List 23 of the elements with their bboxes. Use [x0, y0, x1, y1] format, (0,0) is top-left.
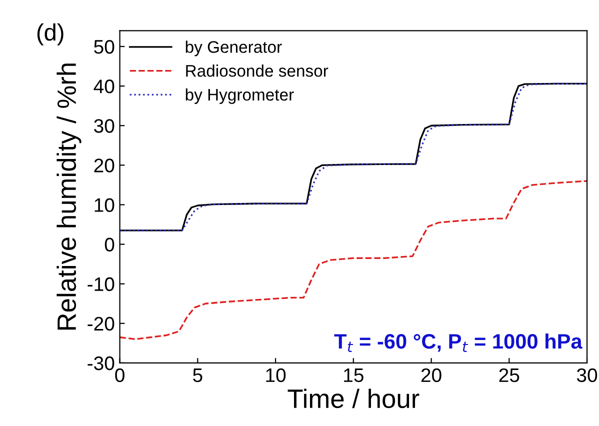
- y-tick-label: -20: [88, 316, 114, 331]
- y-tick-label: 50: [94, 40, 114, 54]
- annotation: T$_{t}$ = -60 °C, P$_{t}$ = 1000 hPa: [334, 333, 582, 352]
- y-tick-label: -30: [88, 356, 114, 370]
- x-tick-label: 20: [421, 368, 442, 382]
- y-axis-title: Relative humidity / %rh: [56, 64, 82, 330]
- y-tick-label: 20: [94, 158, 114, 172]
- x-tick-label: 25: [499, 368, 520, 382]
- legend-label: by Generator: [186, 40, 282, 56]
- y-tick-label: 40: [94, 80, 114, 94]
- y-tick-label: -10: [88, 277, 114, 292]
- y-tick-label: 0: [104, 238, 114, 252]
- x-tick-label: 30: [576, 368, 598, 382]
- x-tick-label: 10: [266, 368, 286, 382]
- y-tick-label: 30: [94, 119, 114, 133]
- x-tick-label: 5: [193, 368, 202, 382]
- x-tick-label: 15: [344, 368, 364, 382]
- y-tick-label: 10: [94, 198, 114, 212]
- legend-label: by Hygrometer: [186, 88, 294, 104]
- legend-label: Radiosonde sensor: [186, 64, 328, 77]
- chart-title: (d): [37, 23, 64, 46]
- x-tick-label: 0: [115, 368, 124, 382]
- x-axis-title: Time / hour: [288, 388, 420, 408]
